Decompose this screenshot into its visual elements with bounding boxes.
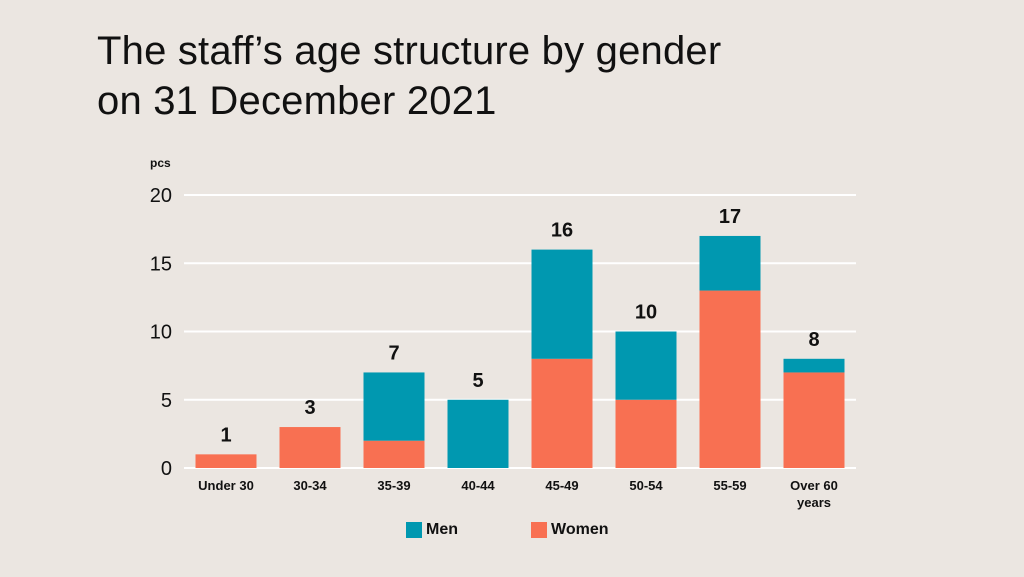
x-tick-label-7-line-0: Over 60 [790,478,838,493]
data-label-total-1: 3 [304,397,315,419]
x-tick-label-7-line-1: years [797,495,831,510]
x-tick-label-1: 30-34 [293,478,327,493]
bar-women-0 [195,454,257,468]
bar-men-4 [531,249,593,359]
bar-men-5 [615,331,677,400]
data-label-total-7: 8 [808,329,819,351]
legend-swatch-men [406,522,422,538]
chart-title-line-1: The staff’s age structure by gender [97,29,722,73]
y-tick-label-5: 5 [161,390,172,412]
bar-women-7 [783,372,845,468]
data-label-total-6: 17 [719,206,741,228]
data-label-total-4: 16 [551,220,573,242]
bar-women-6 [699,290,761,468]
data-label-total-5: 10 [635,302,657,324]
bar-women-5 [615,399,677,468]
bar-men-2 [363,372,425,441]
legend-item-women: Women [531,521,608,539]
legend-swatch-women [531,522,547,538]
bar-women-4 [531,358,593,468]
data-label-total-2: 7 [388,342,399,364]
bar-men-7 [783,358,845,373]
y-axis-unit-label: pcs [150,156,171,170]
bar-men-3 [447,399,509,468]
bar-men-6 [699,235,761,291]
x-tick-label-0: Under 30 [198,478,254,493]
x-tick-label-5: 50-54 [629,478,663,493]
data-label-total-0: 1 [220,424,231,446]
legend-item-men: Men [406,521,458,539]
x-tick-label-2: 35-39 [377,478,410,493]
y-tick-label-20: 20 [150,185,172,207]
y-tick-label-10: 10 [150,322,172,344]
bar-women-1 [279,427,341,468]
x-tick-label-6: 55-59 [713,478,746,493]
legend-label-women: Women [551,521,609,538]
data-label-total-3: 5 [472,370,483,392]
y-tick-label-0: 0 [161,458,172,480]
legend-label-men: Men [426,521,458,538]
bar-women-2 [363,440,425,468]
chart-title-line-2: on 31 December 2021 [97,79,497,123]
x-tick-label-3: 40-44 [461,478,495,493]
x-tick-label-4: 45-49 [545,478,578,493]
y-tick-label-15: 15 [150,253,172,275]
chart-title: The staff’s age structure by gender on 3… [97,26,721,126]
